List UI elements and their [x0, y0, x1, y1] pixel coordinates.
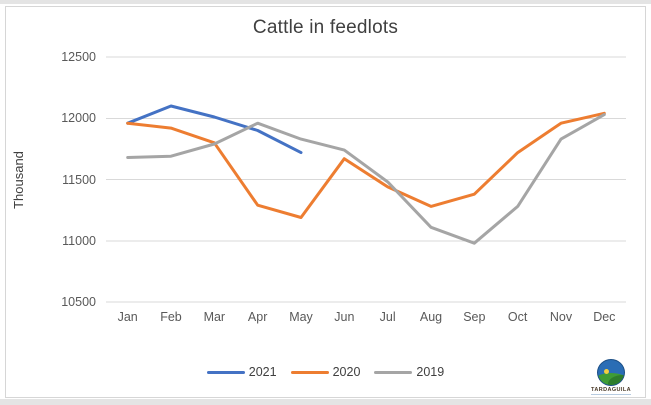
legend-label-2021: 2021: [248, 365, 277, 379]
x-tick-label-oct: Oct: [507, 310, 528, 324]
tardaguila-logo: TARDAGUILA: [586, 359, 636, 395]
y-tick-label-11000: 11000: [62, 233, 96, 248]
chart-frame: Cattle in feedlots Thousand 12500 12000 11…: [5, 6, 646, 398]
bottom-border-strip: [0, 399, 651, 405]
x-tick-label-sep: Sep: [463, 310, 486, 324]
y-tick-label-12000: 12000: [61, 111, 96, 126]
logo-text: TARDAGUILA: [591, 387, 631, 395]
y-tick-label-12500: 12500: [61, 50, 96, 64]
legend-label-2019: 2019: [416, 365, 445, 379]
x-tick-label-jun: Jun: [334, 310, 355, 324]
x-tick-label-nov: Nov: [549, 310, 573, 324]
legend-item-2019: 2019: [374, 365, 444, 379]
top-border-strip: [0, 0, 651, 4]
x-tick-label-dec: Dec: [593, 310, 616, 324]
x-tick-label-jul: Jul: [379, 310, 396, 324]
x-tick-label-mar: Mar: [203, 310, 226, 324]
globe-sun-dot: [604, 369, 609, 374]
y-tick-label-11500: 11500: [62, 172, 96, 187]
series-line-2020: [126, 111, 606, 219]
x-tick-label-apr: Apr: [247, 310, 268, 324]
y-axis-title: Thousand: [11, 151, 26, 209]
x-tick-label-feb: Feb: [160, 310, 182, 324]
series-line-2021: [126, 104, 303, 155]
legend-line-swatch-2020: [290, 370, 329, 374]
legend-line-swatch-2021: [206, 370, 245, 374]
series-line-2019: [126, 113, 606, 245]
globe-icon: [597, 359, 625, 386]
legend-item-2021: 2021: [206, 365, 277, 379]
legend-label-2020: 2020: [332, 365, 361, 379]
line-chart-plot: [106, 56, 626, 303]
globe-hill-dark-shape: [608, 375, 624, 385]
x-tick-label-may: May: [289, 310, 313, 324]
x-tick-label-aug: Aug: [419, 310, 443, 324]
chart-legend: 2021 2020 2019: [6, 365, 645, 379]
y-tick-label-10500: 10500: [61, 295, 96, 309]
legend-item-2020: 2020: [290, 365, 361, 379]
x-tick-label-jan: Jan: [117, 310, 138, 324]
legend-line-swatch-2019: [374, 370, 413, 374]
chart-title: Cattle in feedlots: [252, 17, 399, 38]
